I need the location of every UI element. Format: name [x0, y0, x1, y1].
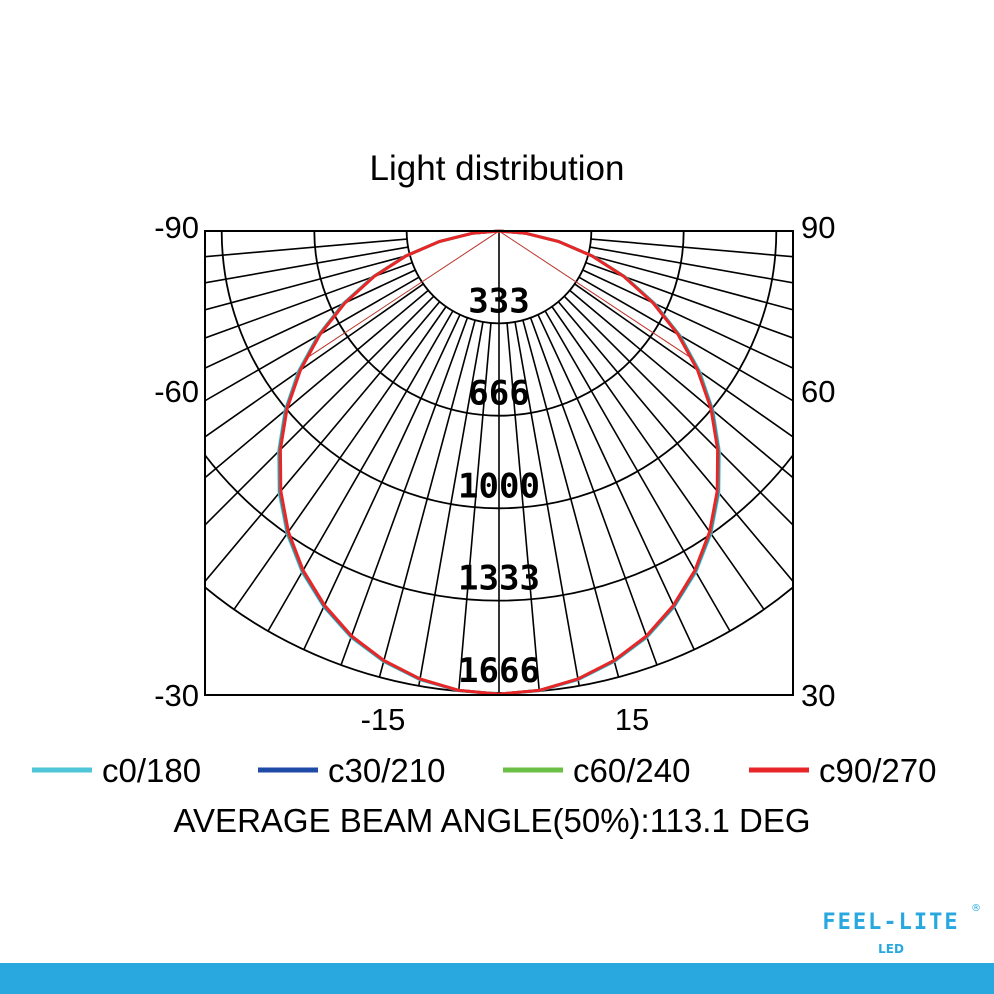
radial-tick-label: 1000: [458, 466, 540, 506]
radial-tick-label: 333: [468, 281, 529, 321]
bottom-label-left: -15: [361, 702, 406, 737]
left-label-bottom: -30: [154, 678, 199, 713]
beam-angle-text: AVERAGE BEAM ANGLE(50%):113.1 DEG: [173, 802, 810, 839]
logo-text: FEEL-LITE: [822, 910, 959, 935]
right-label-mid: 60: [801, 374, 835, 409]
logo-sub: LED: [878, 942, 904, 956]
legend: c0/180 c30/210 c60/240 c90/270: [32, 752, 936, 789]
logo-registered-mark: ®: [971, 903, 981, 914]
legend-label: c90/270: [819, 752, 936, 789]
right-label-top: 90: [801, 210, 835, 245]
radial-tick-label: 666: [468, 374, 529, 414]
grid-ring: [205, 453, 793, 602]
legend-label: c60/240: [573, 752, 690, 789]
legend-label: c0/180: [102, 752, 201, 789]
left-label-mid: -60: [154, 374, 199, 409]
brand-logo: FEEL-LITE LED ®: [822, 903, 981, 956]
footer-bar: [0, 963, 994, 994]
grid-ring: [405, 231, 593, 325]
beam-angle-line: [498, 230, 693, 359]
plot-frame: [204, 230, 794, 696]
beam-angle-line: [305, 230, 500, 359]
left-label-top: -90: [154, 210, 199, 245]
radial-tick-label: 1333: [458, 559, 540, 599]
radial-tick-label: 1666: [458, 651, 540, 691]
legend-label: c30/210: [328, 752, 445, 789]
chart-title: Light distribution: [370, 149, 625, 188]
right-label-bottom: 30: [801, 678, 835, 713]
radial-tick-labels: 333 666 1000 1333 1666: [458, 281, 540, 691]
bottom-label-right: 15: [615, 702, 649, 737]
grid-ring: [220, 231, 778, 510]
